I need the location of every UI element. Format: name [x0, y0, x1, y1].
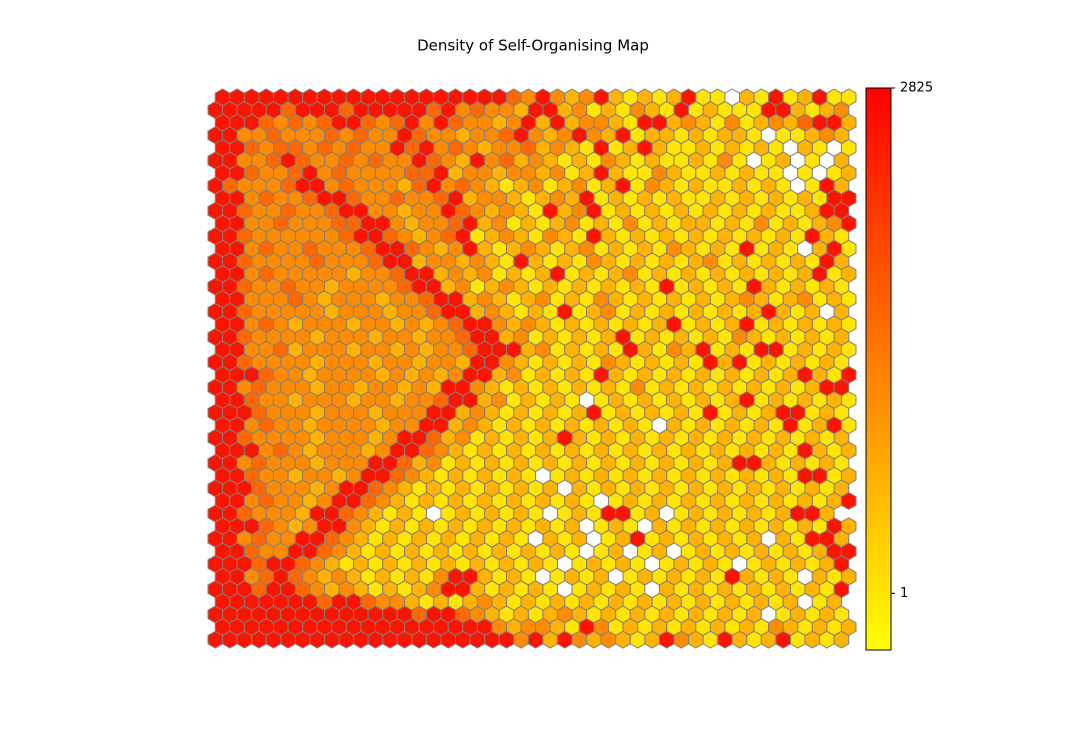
hex-cell [527, 630, 544, 649]
hex-cell [746, 630, 762, 649]
hex-cell [323, 630, 340, 649]
hex-cell [600, 630, 617, 649]
hex-cell [484, 630, 500, 649]
hex-cell [251, 630, 267, 649]
hex-cell [411, 630, 427, 649]
hex-cell [833, 630, 850, 649]
hex-cell [207, 630, 224, 649]
colorbar-ticks: 1 2825 [891, 81, 933, 601]
hex-cell [571, 630, 588, 649]
chart-title: Density of Self-Organising Map [417, 37, 649, 55]
hex-cell [775, 630, 791, 649]
hex-cell [760, 630, 777, 649]
hex-cell [840, 491, 857, 510]
hex-cell [804, 630, 821, 649]
hex-cell [513, 630, 529, 649]
hex-cell [280, 630, 296, 649]
hex-grid [207, 88, 857, 649]
hex-cell [731, 630, 748, 649]
hex-cell [688, 630, 704, 649]
hex-cell [673, 630, 690, 649]
colorbar [865, 87, 892, 651]
hex-cell [367, 630, 384, 649]
hex-cell [644, 630, 660, 649]
hex-cell [353, 630, 369, 649]
hex-cell [556, 630, 573, 649]
hex-cell [615, 630, 631, 649]
hex-cell [658, 630, 675, 649]
hex-cell [222, 630, 238, 649]
hex-cell [586, 630, 602, 649]
hex-cell [294, 630, 311, 649]
hex-cell [309, 630, 325, 649]
hex-cell [440, 630, 457, 649]
hex-cell [338, 630, 355, 649]
colorbar-tick-label: 2825 [900, 81, 933, 96]
hex-cell [382, 630, 398, 649]
hex-cell [702, 630, 719, 649]
hex-cell [542, 630, 558, 649]
hex-cell [469, 630, 486, 649]
hex-cell [425, 630, 442, 649]
hex-cell [819, 630, 835, 649]
hex-cell [498, 630, 515, 649]
hex-cell [265, 630, 282, 649]
hex-cell [455, 630, 471, 649]
hex-cell [717, 630, 733, 649]
hex-cell [396, 630, 413, 649]
colorbar-tick-label: 1 [900, 586, 908, 601]
hex-cell [789, 630, 806, 649]
hex-cell [236, 630, 253, 649]
hex-cell [629, 630, 646, 649]
